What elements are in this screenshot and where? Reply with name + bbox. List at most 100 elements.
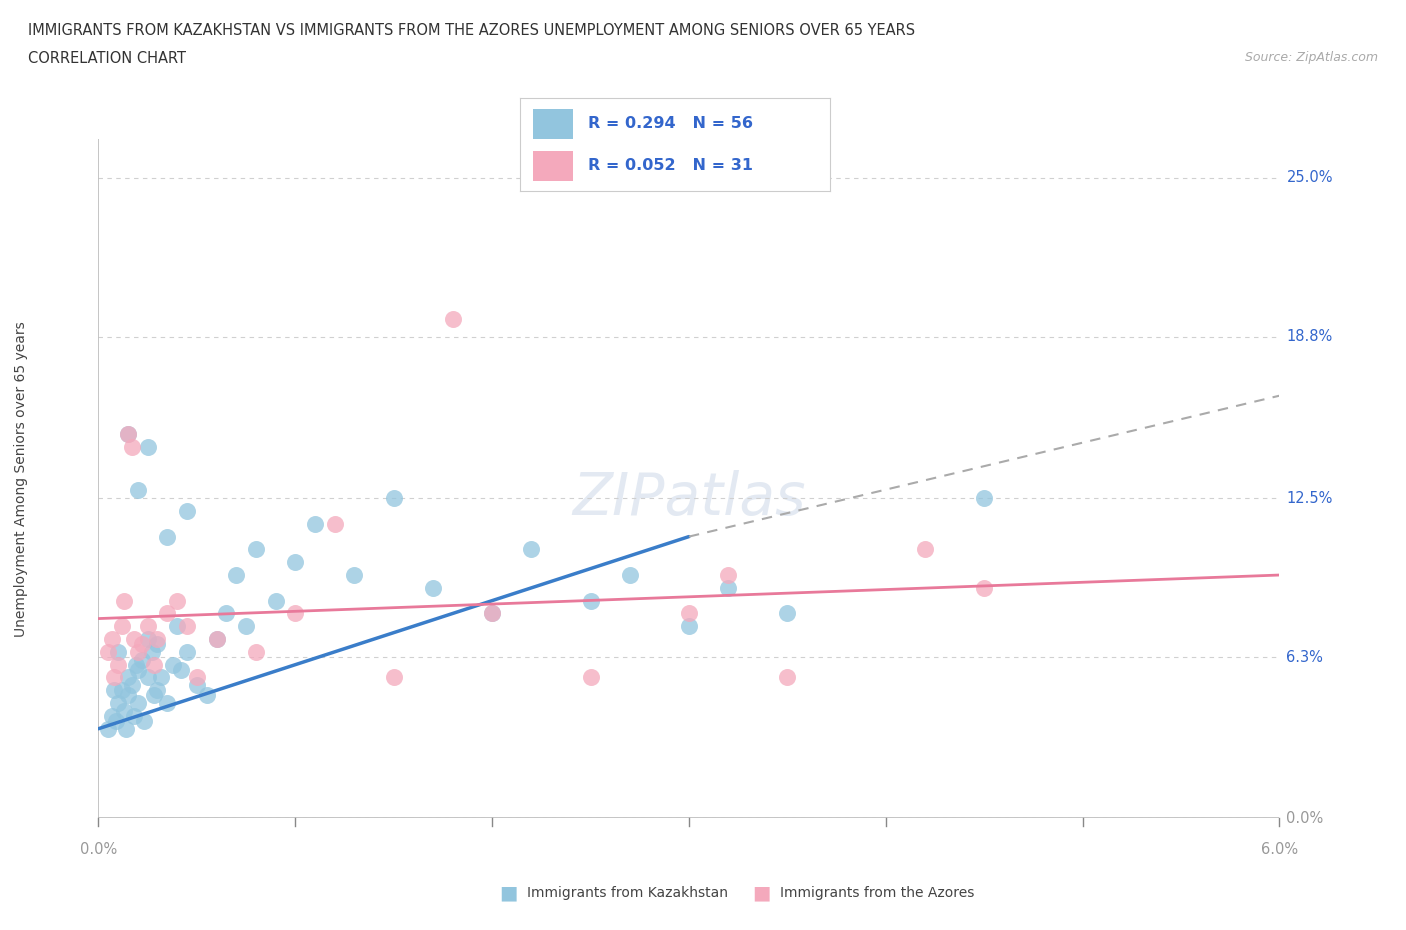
Point: [146, 683, 169, 698]
Point: [186, 678, 208, 693]
Point: [205, 631, 228, 646]
Text: 0.0%: 0.0%: [80, 842, 117, 857]
Text: 18.8%: 18.8%: [1286, 329, 1333, 344]
Point: [97, 644, 120, 659]
Point: [107, 644, 129, 659]
Point: [176, 503, 198, 518]
Point: [112, 703, 135, 718]
Point: [215, 606, 238, 621]
Point: [973, 491, 995, 506]
Point: [914, 542, 936, 557]
Point: [132, 713, 155, 728]
Point: [304, 516, 326, 531]
Point: [776, 606, 799, 621]
Point: [186, 670, 208, 684]
Point: [115, 722, 138, 737]
Text: R = 0.052   N = 31: R = 0.052 N = 31: [588, 158, 754, 173]
Text: 6.3%: 6.3%: [1286, 649, 1323, 665]
Point: [776, 670, 799, 684]
Point: [156, 529, 179, 544]
Point: [717, 567, 740, 582]
Point: [678, 606, 700, 621]
Point: [170, 662, 193, 677]
Point: [127, 696, 149, 711]
Point: [101, 631, 124, 646]
Text: R = 0.294   N = 56: R = 0.294 N = 56: [588, 116, 754, 131]
Point: [235, 618, 257, 633]
Bar: [533, 109, 572, 140]
Point: [117, 427, 139, 442]
Text: 12.5%: 12.5%: [1286, 491, 1333, 506]
Point: [97, 722, 120, 737]
Text: ZIPatlas: ZIPatlas: [572, 470, 806, 526]
Point: [131, 652, 153, 667]
Point: [225, 567, 247, 582]
Point: [111, 683, 134, 698]
Point: [205, 631, 228, 646]
Text: 25.0%: 25.0%: [1286, 170, 1333, 185]
Text: 0.0%: 0.0%: [1286, 811, 1323, 826]
Point: [441, 312, 464, 326]
Point: [117, 670, 139, 684]
Point: [245, 542, 267, 557]
Point: [107, 658, 129, 672]
Point: [131, 637, 153, 652]
Text: ■: ■: [752, 884, 770, 902]
Point: [107, 696, 129, 711]
Point: [422, 580, 444, 595]
Point: [678, 618, 700, 633]
Point: [111, 618, 134, 633]
Point: [973, 580, 995, 595]
Point: [125, 658, 148, 672]
Point: [382, 491, 405, 506]
Point: [122, 631, 145, 646]
Point: [127, 662, 149, 677]
Text: Immigrants from Kazakhstan: Immigrants from Kazakhstan: [527, 885, 728, 900]
Point: [176, 618, 198, 633]
Point: [166, 593, 188, 608]
Text: Immigrants from the Azores: Immigrants from the Azores: [780, 885, 974, 900]
Point: [127, 644, 149, 659]
Point: [520, 542, 543, 557]
Point: [382, 670, 405, 684]
Point: [121, 678, 143, 693]
Text: 6.0%: 6.0%: [1261, 842, 1298, 857]
Bar: [533, 151, 572, 181]
Point: [141, 644, 163, 659]
Point: [146, 631, 169, 646]
Point: [156, 606, 179, 621]
Point: [142, 658, 165, 672]
Text: Unemployment Among Seniors over 65 years: Unemployment Among Seniors over 65 years: [14, 321, 28, 637]
Point: [112, 593, 135, 608]
Text: Source: ZipAtlas.com: Source: ZipAtlas.com: [1244, 51, 1378, 64]
Point: [105, 713, 128, 728]
Point: [717, 580, 740, 595]
Point: [245, 644, 267, 659]
Point: [323, 516, 346, 531]
Point: [150, 670, 173, 684]
Point: [579, 670, 602, 684]
Point: [264, 593, 287, 608]
Point: [162, 658, 184, 672]
Point: [579, 593, 602, 608]
Point: [101, 709, 124, 724]
Point: [166, 618, 188, 633]
Point: [481, 606, 503, 621]
Point: [136, 670, 159, 684]
Point: [117, 427, 139, 442]
Point: [136, 440, 159, 455]
Text: ■: ■: [499, 884, 517, 902]
Point: [121, 440, 143, 455]
Point: [142, 688, 165, 703]
Point: [284, 606, 307, 621]
Point: [136, 631, 159, 646]
Text: IMMIGRANTS FROM KAZAKHSTAN VS IMMIGRANTS FROM THE AZORES UNEMPLOYMENT AMONG SENI: IMMIGRANTS FROM KAZAKHSTAN VS IMMIGRANTS…: [28, 23, 915, 38]
Point: [343, 567, 366, 582]
Point: [619, 567, 641, 582]
Point: [195, 688, 218, 703]
Point: [122, 709, 145, 724]
Point: [156, 696, 179, 711]
Point: [103, 670, 125, 684]
Point: [481, 606, 503, 621]
Point: [103, 683, 125, 698]
